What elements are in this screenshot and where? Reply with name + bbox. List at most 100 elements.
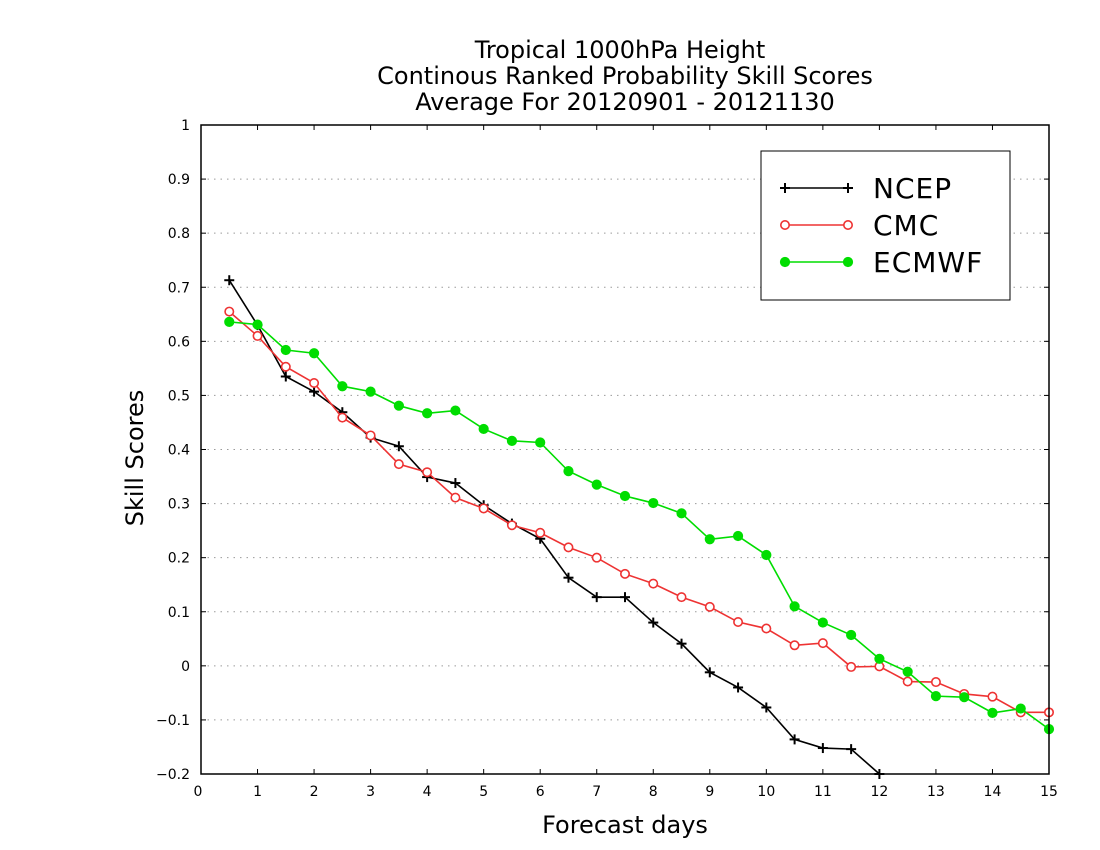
data-point-ncep — [648, 617, 659, 628]
data-point-cmc — [733, 617, 744, 628]
data-point-ncep — [591, 592, 602, 603]
data-point-ecmwf — [619, 490, 631, 502]
x-tick-label: 9 — [705, 784, 714, 800]
data-point-ncep — [761, 702, 772, 713]
x-tick-label: 4 — [423, 784, 432, 800]
data-point-ecmwf — [959, 692, 970, 703]
y-tick-label: 1 — [181, 118, 190, 134]
data-point-ecmwf — [252, 319, 263, 330]
data-point-ncep — [733, 682, 744, 693]
data-point-ncep — [817, 743, 828, 754]
data-point-cmc — [930, 677, 941, 688]
x-tick-label: 0 — [194, 784, 203, 800]
data-point-ecmwf — [732, 530, 744, 542]
x-tick-label: 2 — [310, 784, 319, 800]
data-point-cmc — [309, 377, 320, 388]
y-tick-label: 0.7 — [168, 280, 190, 296]
x-tick-label: 3 — [366, 784, 375, 800]
data-point-ncep — [224, 275, 235, 286]
data-point-ecmwf — [563, 466, 574, 477]
data-point-ecmwf — [648, 497, 659, 509]
data-point-cmc — [648, 578, 659, 589]
legend-marker-cmc — [842, 220, 853, 231]
legend-label-ecmwf: ECMWF — [873, 246, 983, 279]
data-point-cmc — [252, 330, 263, 341]
data-point-ncep — [450, 478, 461, 489]
data-point-ecmwf — [365, 386, 376, 397]
data-point-cmc — [619, 568, 630, 579]
y-tick-label: 0.2 — [168, 551, 190, 567]
legend-label-cmc: CMC — [873, 209, 939, 242]
y-tick-label: 0.5 — [168, 388, 190, 404]
data-point-cmc — [478, 503, 489, 514]
legend-marker-ncep — [780, 183, 790, 193]
data-point-cmc — [224, 306, 235, 317]
legend-marker-cmc — [779, 220, 790, 231]
legend-label-ncep: NCEP — [873, 172, 952, 205]
series-layer — [224, 275, 1055, 779]
x-axis-label: Forecast days — [542, 811, 708, 839]
data-point-ncep — [563, 572, 574, 583]
data-point-ecmwf — [1015, 703, 1026, 714]
x-tick-label: 11 — [814, 784, 832, 800]
chart-title-line-3: Average For 20120901 - 20121130 — [415, 88, 835, 116]
y-tick-label: −0.2 — [156, 767, 190, 783]
gridlines — [201, 124, 1049, 721]
x-tick-label: 12 — [870, 784, 888, 800]
x-tick-label: 8 — [649, 784, 658, 800]
x-tick-label: 13 — [927, 784, 945, 800]
y-tick-label: 0 — [181, 659, 190, 675]
data-point-ncep — [620, 592, 630, 603]
data-point-ecmwf — [337, 381, 348, 392]
y-axis-label: Skill Scores — [121, 390, 149, 527]
x-axis-ticks: 0 1 2 3 4 5 6 7 8 9 10 11 12 13 14 15 — [194, 125, 1058, 800]
data-point-ecmwf — [902, 666, 913, 677]
chart-title-line-2: Continous Ranked Probability Skill Score… — [377, 62, 873, 90]
x-tick-label: 7 — [592, 784, 601, 800]
data-point-ncep — [280, 371, 291, 382]
legend-marker-ecmwf — [779, 256, 791, 268]
y-tick-label: 0.6 — [168, 334, 190, 350]
data-point-ecmwf — [450, 405, 461, 416]
data-point-ecmwf — [817, 617, 828, 628]
y-tick-label: −0.1 — [156, 713, 190, 729]
series-line-ncep — [228, 279, 880, 775]
data-point-ecmwf — [535, 437, 546, 448]
x-tick-label: 5 — [479, 784, 488, 800]
data-point-cmc — [704, 601, 715, 612]
series-cmc — [224, 306, 1055, 718]
data-point-cmc — [506, 520, 517, 531]
legend-marker-ecmwf — [842, 256, 854, 268]
y-tick-label: 0.8 — [168, 226, 190, 242]
data-point-ecmwf — [987, 707, 998, 718]
data-point-cmc — [450, 492, 461, 503]
y-tick-label: 0.3 — [168, 497, 190, 513]
data-point-cmc — [563, 542, 574, 553]
data-point-cmc — [761, 623, 772, 634]
data-point-ecmwf — [393, 400, 404, 411]
x-tick-label: 14 — [984, 784, 1002, 800]
data-point-ncep — [393, 441, 404, 452]
data-point-cmc — [846, 661, 857, 672]
data-point-cmc — [422, 467, 433, 478]
data-point-cmc — [535, 527, 546, 538]
data-point-ecmwf — [761, 549, 772, 561]
data-point-ecmwf — [874, 653, 885, 664]
x-tick-label: 10 — [757, 784, 775, 800]
data-point-cmc — [591, 552, 602, 563]
y-axis-ticks: −0.2 −0.1 0 0.1 0.2 0.3 0.4 0.5 0.6 0.7 0.8 0.9 1 — [156, 118, 1049, 783]
data-point-cmc — [280, 361, 291, 372]
y-tick-label: 0.1 — [168, 605, 190, 621]
data-point-ncep — [309, 386, 320, 397]
data-point-ecmwf — [506, 435, 518, 446]
data-point-ncep — [676, 638, 687, 649]
data-point-ncep — [789, 734, 800, 745]
x-tick-label: 1 — [253, 784, 262, 800]
y-tick-label: 0.4 — [168, 443, 190, 459]
data-point-cmc — [393, 459, 404, 470]
data-point-ecmwf — [930, 691, 942, 702]
series-ecmwf — [224, 316, 1055, 735]
x-tick-label: 6 — [536, 784, 545, 800]
data-point-cmc — [987, 691, 998, 702]
